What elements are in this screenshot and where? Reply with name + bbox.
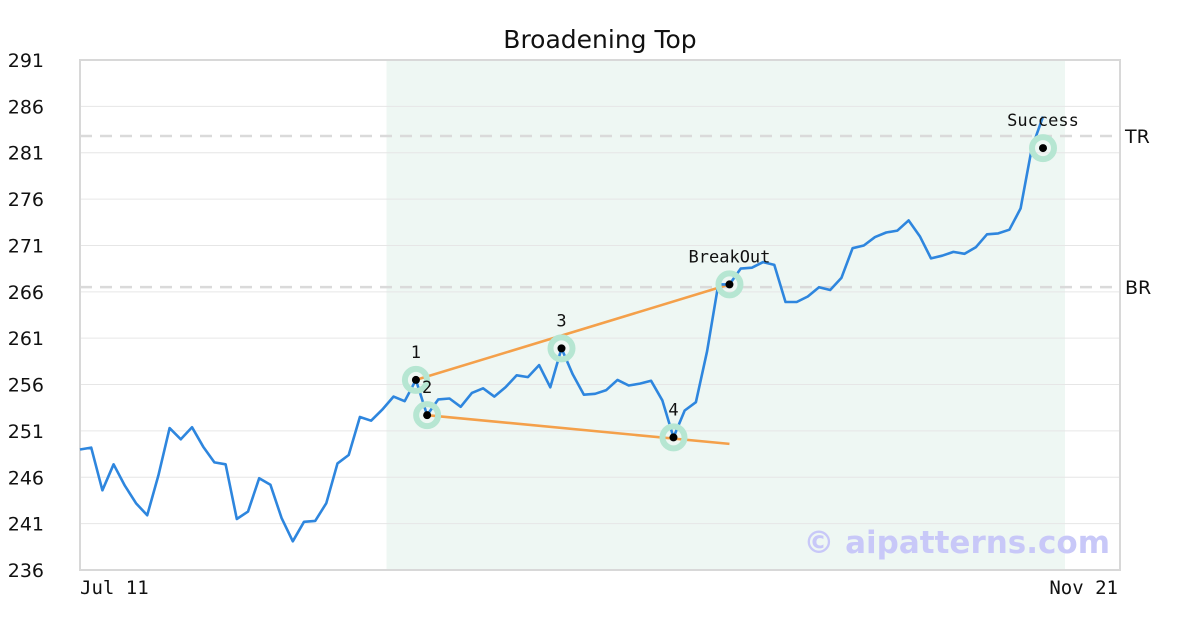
y-tick-label: 241 [8,514,44,536]
point-dot [423,411,432,420]
x-tick-label: Nov 21 [1049,577,1118,599]
y-axis: 236 241 246 251 256 261 266 271 276 281 286 291 [8,50,44,582]
point-label: 1 [411,343,421,363]
gridlines [80,59,1120,571]
point-dot [725,280,734,289]
point-halo [659,423,688,452]
watermark: © aipatterns.com [803,525,1110,561]
x-tick-label: Jul 11 [80,577,149,599]
point-label: 4 [668,400,678,420]
point-halo [715,270,744,299]
y-tick-label: 246 [8,467,44,489]
y-tick-label: 236 [8,560,44,582]
x-axis: Jul 11 Nov 21 [80,577,1118,599]
pattern-points: 12 3 4 BreakOut Success [401,111,1079,452]
point-label: 2 [422,378,432,398]
point-halo [413,401,442,430]
trend-lines [415,283,730,446]
level-label: BR [1125,277,1151,299]
level-lines: TR BR [80,126,1151,299]
point-dot [557,344,566,353]
point-halo [1029,134,1057,163]
point-dot [411,375,420,384]
y-tick-label: 256 [8,375,44,397]
point-dot [1039,144,1047,153]
point-label: 3 [556,311,566,331]
y-tick-label: 286 [8,96,44,118]
y-tick-label: 291 [8,50,44,72]
y-tick-label: 271 [8,235,44,257]
trend-line [415,283,730,382]
y-tick-label: 281 [8,143,44,165]
point-dot [669,433,678,442]
point-label: Success [1007,111,1079,131]
chart-title: Broadening Top [503,25,696,54]
pattern-region [386,60,1065,570]
point-halo [401,365,430,394]
level-label: TR [1124,126,1150,148]
y-tick-label: 266 [8,282,44,304]
point-halo [547,334,576,363]
y-tick-label: 261 [8,328,44,350]
y-tick-label: 251 [8,421,44,443]
trend-line [427,413,730,446]
y-tick-label: 276 [8,189,44,211]
point-label: BreakOut [689,247,771,267]
plot-frame [79,59,1121,571]
